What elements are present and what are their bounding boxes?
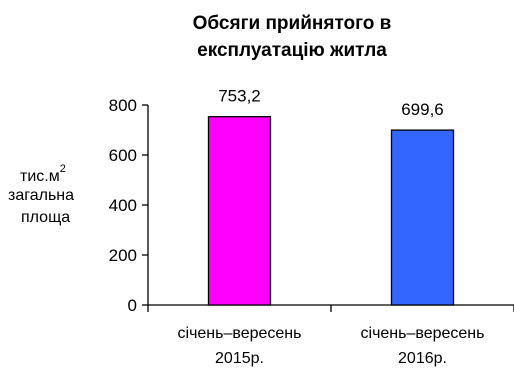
y-tick-label: 400 bbox=[109, 196, 137, 215]
y-axis-label-line-1: тис.м2 bbox=[20, 163, 66, 185]
chart-title-line-1: Обсяги прийнятого в bbox=[193, 13, 392, 34]
x-category-label-line-1: січень–вересень bbox=[178, 325, 302, 342]
y-axis-label-line-3: площа bbox=[21, 209, 70, 226]
axes: 0 200 400 600 800 bbox=[109, 96, 514, 315]
y-tick-label: 200 bbox=[109, 246, 137, 265]
y-tick-label: 800 bbox=[109, 96, 137, 115]
labels: 753,2 січень–вересень 2015р. 699,6 січень–ве… bbox=[178, 87, 485, 367]
bars bbox=[207, 116, 455, 306]
y-axis-label-line-2: загальна bbox=[8, 187, 74, 204]
x-category-label-line-2: 2016р. bbox=[398, 350, 447, 367]
data-label: 699,6 bbox=[401, 100, 444, 119]
chart-title-line-2: експлуатацію житла bbox=[197, 40, 387, 61]
bar bbox=[390, 129, 455, 306]
x-category-label-line-1: січень–вересень bbox=[361, 325, 485, 342]
bar bbox=[207, 116, 272, 306]
y-tick-label: 0 bbox=[128, 296, 137, 315]
y-tick-label: 600 bbox=[109, 146, 137, 165]
data-label: 753,2 bbox=[218, 87, 261, 106]
y-axis-label: тис.м2 загальна площа bbox=[8, 163, 74, 226]
x-category-label-line-2: 2015р. bbox=[215, 350, 264, 367]
